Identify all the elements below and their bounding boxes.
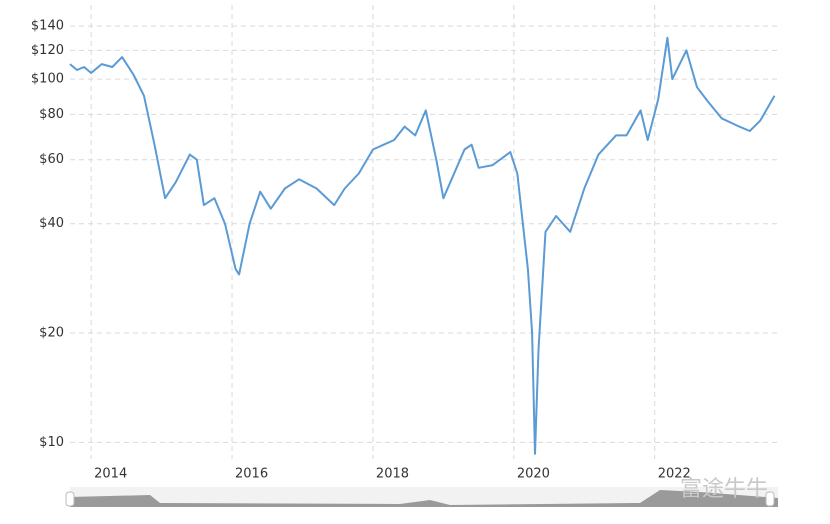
x-tick-label: 2020 <box>517 467 550 482</box>
y-tick-label: $140 <box>31 19 64 34</box>
x-tick-label: 2016 <box>235 467 268 482</box>
y-tick-label: $80 <box>39 107 64 122</box>
navigator[interactable] <box>70 487 778 507</box>
y-tick-label: $20 <box>39 326 64 341</box>
x-tick-label: 2014 <box>94 467 127 482</box>
y-tick-label: $120 <box>31 43 64 58</box>
watermark: 富途牛牛 <box>680 477 768 502</box>
y-tick-label: $60 <box>39 152 64 167</box>
x-tick-label: 2022 <box>658 467 691 482</box>
y-tick-label: $40 <box>39 216 64 231</box>
navigator-series <box>70 490 778 507</box>
y-tick-label: $100 <box>31 72 64 87</box>
x-tick-label: 2018 <box>376 467 409 482</box>
price-line <box>69 36 776 455</box>
navigator-handle[interactable] <box>65 491 75 507</box>
y-tick-label: $10 <box>39 435 64 450</box>
navigator-handle[interactable] <box>765 491 775 507</box>
